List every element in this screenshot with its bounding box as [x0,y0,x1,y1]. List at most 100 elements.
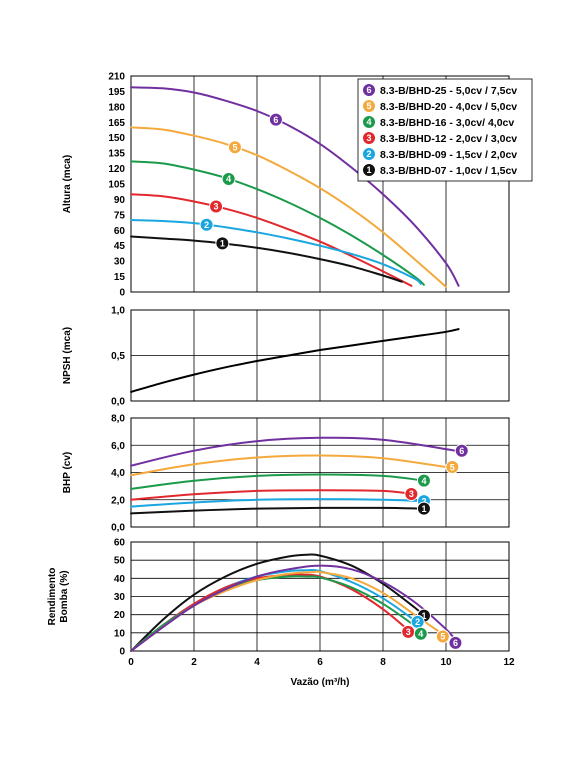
panel-rendimento-ylabel: Bomba (%) [59,570,70,622]
panel-altura-series-2-marker [199,217,214,232]
panel-altura-ytick-label: 165 [108,118,125,129]
panel-bhp-ytick-label: 6,0 [111,441,125,452]
panel-altura-ytick-label: 75 [114,210,126,221]
panel-rendimento-ytick-label: 10 [114,628,126,639]
panel-rendimento-series-6-marker [448,635,463,650]
panel-bhp-series-4-marker-label: 4 [421,476,426,486]
panel-altura-series-4-marker-label: 4 [226,174,231,184]
panel-altura-ytick-label: 210 [108,72,125,83]
panel-npsh-ytick-label: 0,5 [111,351,125,362]
panel-altura-ytick-label: 0 [119,288,125,299]
panel-rendimento-ytick-label: 60 [114,538,126,549]
panel-bhp-series-6 [130,436,457,467]
panel-bhp-series-1-marker-label: 1 [421,504,426,514]
panel-altura-ytick-label: 150 [108,133,125,144]
legend-marker-6 [362,83,376,97]
panel-rendimento-xlabel: Vazão (m³/h) [291,677,350,688]
panel-altura-series-1-marker-label: 1 [220,239,225,249]
panel-bhp-ytick-label: 4,0 [111,468,125,479]
panel-bhp-series-4-marker [416,473,431,488]
legend-marker-label-1: 1 [366,165,371,175]
legend-marker-label-5: 5 [366,101,371,111]
panel-rendimento-ytick-label: 0 [119,647,125,658]
panel-altura-ytick-label: 15 [114,272,126,283]
panel-altura-ytick-label: 180 [108,102,125,113]
panel-altura-ytick-label: 195 [108,87,125,98]
panel-altura-series-6-marker [268,112,283,127]
panel-rendimento-series-4-marker-label: 4 [418,629,423,639]
panel-bhp-series-2-marker-label: 2 [421,496,426,506]
panel-rendimento-series-5 [130,570,447,652]
panel-bhp-series-3-marker-label: 3 [409,489,414,499]
panel-bhp-series-4 [130,473,425,490]
panel-rendimento-xtick-label: 2 [191,657,197,668]
panel-altura-series-4-marker [221,171,236,186]
panel-altura-series-1 [130,235,403,283]
legend-marker-1 [362,163,376,177]
panel-rendimento-xtick-label: 8 [380,657,386,668]
panel-bhp-series-6-marker [454,443,469,458]
panel-rendimento-series-3-marker-label: 3 [406,627,411,637]
panel-altura-ylabel: Altura (mca) [62,155,73,213]
legend-marker-label-2: 2 [366,149,371,159]
panel-rendimento-series-4 [130,575,425,652]
panel-bhp-ytick-label: 2,0 [111,495,125,506]
panel-altura-ytick-label: 90 [114,195,126,206]
legend-entry-2: 8.3-B/BHD-09 - 1,5cv / 2,0cv [380,149,517,161]
panel-rendimento-ytick-label: 20 [114,610,126,621]
panel-rendimento-xtick-label: 0 [128,657,134,668]
panel-altura-series-5-marker-label: 5 [232,142,237,152]
panel-altura-series-3-marker-label: 3 [214,202,219,212]
panel-npsh-ytick-label: 0,0 [111,397,125,408]
panel-rendimento-xtick-label: 6 [317,657,323,668]
panel-altura-series-3 [130,193,413,287]
panel-altura-series-1-marker [215,236,230,251]
panel-altura-series-6 [130,86,460,287]
panel-npsh-ylabel: NPSH (mca) [62,327,73,384]
panel-npsh-frame [130,309,510,402]
panel-altura-series-2-marker-label: 2 [204,220,209,230]
panel-bhp-series-5-marker [445,460,460,475]
panel-rendimento-ytick-label: 30 [114,592,126,603]
legend-marker-3 [362,131,376,145]
panel-rendimento-series-4-marker [413,626,428,641]
panel-rendimento-series-6 [130,564,457,652]
legend-entry-1: 8.3-B/BHD-07 - 1,0cv / 1,5cv [380,165,517,177]
panel-altura-ytick-label: 120 [108,164,125,175]
legend-marker-4 [362,115,376,129]
panel-rendimento-series-1 [130,553,429,652]
panel-rendimento-xtick-label: 12 [503,657,515,668]
panel-bhp-series-3 [130,489,416,501]
legend-marker-label-4: 4 [366,117,371,127]
panel-bhp-series-5-marker-label: 5 [450,462,455,472]
panel-bhp-series-5 [130,454,447,477]
panel-altura-ytick-label: 45 [114,241,126,252]
panel-bhp-series-6-marker-label: 6 [459,446,464,456]
panel-rendimento-series-5-marker-label: 5 [440,632,445,642]
panel-bhp-ytick-label: 8,0 [111,414,125,425]
panel-altura-ytick-label: 135 [108,149,125,160]
panel-altura-series-3-marker [209,199,224,214]
panel-altura-ytick-label: 30 [114,257,126,268]
panel-bhp-series-2 [130,498,422,508]
legend-entry-6: 8.3-B/BHD-25 - 5,0cv / 7,5cv [380,85,517,97]
panel-altura-series-6-marker-label: 6 [273,115,278,125]
panel-rendimento-ytick-label: 50 [114,556,126,567]
panel-rendimento-series-1-marker-label: 1 [421,611,426,621]
panel-rendimento-ytick-label: 40 [114,574,126,585]
legend-marker-2 [362,147,376,161]
panel-altura-frame [130,75,510,293]
panel-rendimento-frame [130,541,510,652]
panel-rendimento-xtick-label: 10 [440,657,452,668]
legend-entry-3: 8.3-B/BHD-12 - 2,0cv / 3,0cv [380,133,517,145]
panel-npsh-series-line [130,328,460,393]
legend-marker-label-6: 6 [366,85,371,95]
legend-marker-5 [362,99,376,113]
legend-entry-5: 8.3-B/BHD-20 - 4,0cv / 5,0cv [380,101,517,113]
panel-rendimento-series-2-marker-label: 2 [415,617,420,627]
panel-altura-ytick-label: 60 [114,226,126,237]
panel-rendimento-series-5-marker [435,629,450,644]
panel-bhp-series-1-marker [416,501,431,516]
panel-bhp-ytick-label: 0,0 [111,523,125,534]
